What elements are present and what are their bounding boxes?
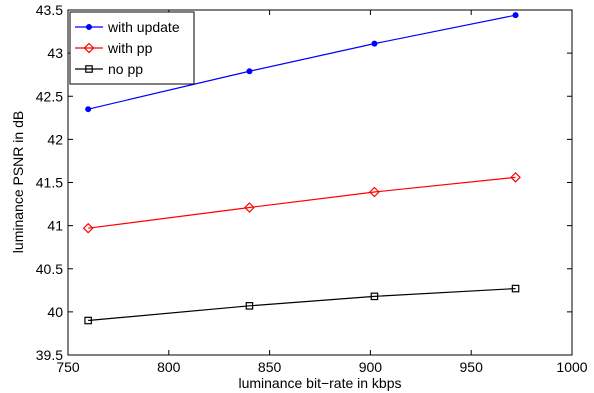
- y-tick-label: 42: [47, 131, 63, 147]
- y-tick-label: 40: [47, 304, 63, 320]
- legend-marker: [83, 42, 95, 54]
- y-tick-label: 39.5: [36, 347, 63, 363]
- x-tick-label: 1000: [556, 359, 587, 375]
- y-tick-label: 41.5: [36, 175, 63, 191]
- series-line: [88, 176, 516, 229]
- data-point: [84, 316, 92, 325]
- legend-marker: [86, 24, 92, 30]
- x-tick-label: 750: [56, 359, 80, 375]
- data-point: [246, 68, 253, 75]
- data-point: [370, 292, 379, 301]
- legend: with update with pp no pp: [69, 11, 195, 85]
- series-diamond: [82, 171, 521, 234]
- data-point: [244, 202, 255, 213]
- data-point: [245, 302, 254, 310]
- data-point: [82, 222, 94, 234]
- x-tick-label: 850: [258, 359, 282, 375]
- data-point: [510, 171, 521, 183]
- y-tick-label: 40.5: [36, 261, 63, 277]
- x-tick-label: 900: [359, 359, 383, 375]
- data-point: [85, 106, 92, 113]
- series-line: [88, 287, 516, 322]
- y-tick-label: 41: [47, 218, 63, 234]
- y-axis-label: luminance PSNR in dB: [10, 111, 26, 253]
- legend-marker: [85, 65, 93, 73]
- data-point: [512, 12, 519, 19]
- data-point: [511, 284, 520, 293]
- y-tick-label: 43: [47, 45, 63, 61]
- y-tick-label: 42.5: [36, 88, 63, 104]
- x-tick-label: 950: [460, 359, 484, 375]
- x-tick-label: 800: [157, 359, 181, 375]
- y-tick-label: 43.5: [36, 2, 63, 18]
- x-axis-label: luminance bit−rate in kbps: [238, 375, 401, 391]
- data-point: [371, 40, 378, 47]
- series-dot: [85, 12, 519, 113]
- legend-label: no pp: [108, 61, 143, 77]
- legend-label: with update: [107, 19, 180, 35]
- legend-label: with pp: [107, 40, 153, 56]
- series-square: [84, 284, 520, 325]
- series-line: [88, 14, 516, 110]
- data-point: [369, 186, 380, 198]
